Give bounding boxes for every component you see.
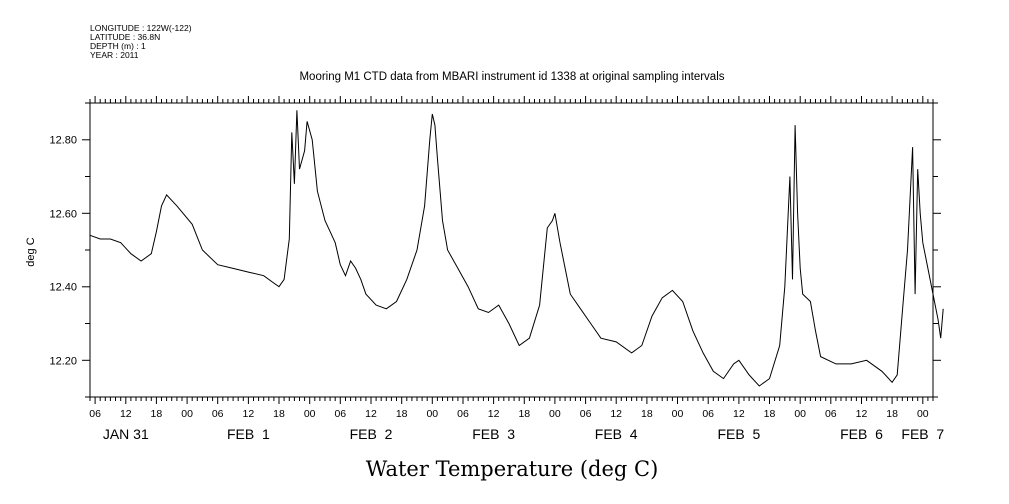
depth-text: DEPTH (m) : 1 — [90, 41, 146, 51]
y-tick-label: 12.20 — [49, 355, 77, 367]
x-hour-label: 12 — [856, 408, 868, 420]
x-hour-label: 12 — [733, 408, 745, 420]
x-hour-label: 12 — [610, 408, 622, 420]
plot-frame — [89, 102, 934, 398]
latitude-text: LATITUDE : 36.8N — [90, 32, 160, 42]
x-day-label: JAN 31 — [103, 426, 149, 442]
x-hour-label: 06 — [212, 408, 224, 420]
temperature-series-line — [89, 110, 944, 387]
x-hour-label: 18 — [151, 408, 163, 420]
x-day-label: FEB 6 — [840, 426, 883, 442]
y-tick-labels: 12.20 12.40 12.60 12.80 — [49, 135, 77, 368]
x-hour-label: 12 — [243, 408, 255, 420]
x-day-labels: JAN 31 FEB 1 FEB 2 FEB 3 FEB 4 FEB 5 FEB 6 FEB … — [103, 426, 945, 442]
y-tick-label: 12.60 — [49, 208, 77, 220]
x-hour-label: 06 — [825, 408, 837, 420]
x-hour-label: 18 — [886, 408, 898, 420]
axis-ticks — [82, 96, 941, 404]
x-hour-label: 12 — [488, 408, 500, 420]
longitude-text: LONGITUDE : 122W(-122) — [90, 23, 192, 33]
x-hour-label: 18 — [764, 408, 776, 420]
x-hour-label: 18 — [396, 408, 408, 420]
x-day-label: FEB 2 — [350, 426, 393, 442]
x-hour-labels: 06 12 18 00 06 12 18 00 06 12 18 00 06 12 18 00 06 12 18 00… — [89, 408, 929, 420]
x-hour-label: 06 — [580, 408, 592, 420]
metadata-block: LONGITUDE : 122W(-122) LATITUDE : 36.8N … — [90, 23, 192, 60]
x-day-label: FEB 3 — [472, 426, 515, 442]
x-hour-label: 00 — [181, 408, 193, 420]
x-hour-label: 00 — [672, 408, 684, 420]
y-tick-label: 12.40 — [49, 282, 77, 294]
x-day-label: FEB 4 — [595, 426, 638, 442]
chart-title: Mooring M1 CTD data from MBARI instrumen… — [299, 71, 724, 83]
x-hour-label: 12 — [365, 408, 377, 420]
footer-title: Water Temperature (deg C) — [366, 457, 659, 481]
x-hour-label: 06 — [702, 408, 714, 420]
x-hour-label: 00 — [917, 408, 929, 420]
x-day-label: FEB 7 — [901, 426, 944, 442]
x-hour-label: 06 — [334, 408, 346, 420]
x-hour-label: 18 — [518, 408, 530, 420]
x-hour-label: 18 — [641, 408, 653, 420]
y-axis-label: deg C — [25, 237, 37, 266]
x-hour-label: 06 — [89, 408, 101, 420]
y-tick-label: 12.80 — [49, 135, 77, 147]
x-hour-label: 00 — [549, 408, 561, 420]
x-hour-label: 06 — [457, 408, 469, 420]
x-hour-label: 00 — [304, 408, 316, 420]
x-hour-label: 18 — [273, 408, 285, 420]
x-day-label: FEB 1 — [227, 426, 270, 442]
x-hour-label: 12 — [120, 408, 132, 420]
x-hour-label: 00 — [426, 408, 438, 420]
x-hour-label: 00 — [794, 408, 806, 420]
year-text: YEAR : 2011 — [90, 50, 139, 60]
x-day-label: FEB 5 — [718, 426, 761, 442]
